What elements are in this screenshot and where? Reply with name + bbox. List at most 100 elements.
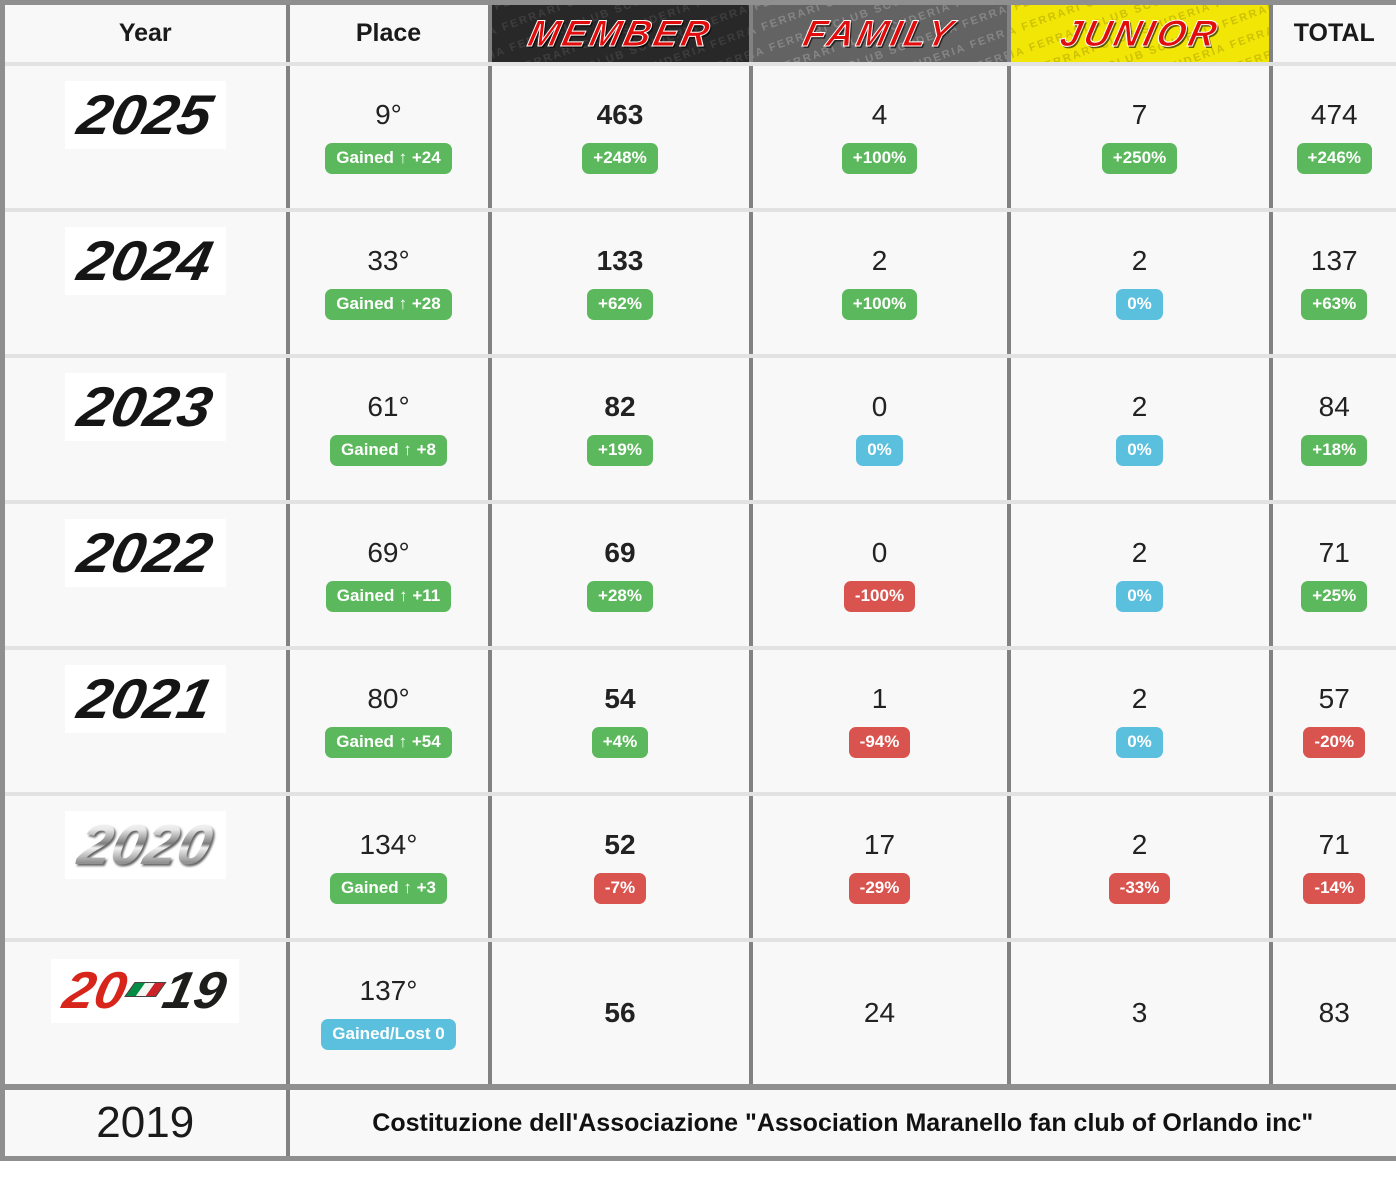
change-badge: 0% bbox=[856, 435, 903, 467]
year-logo-dark-part: 19 bbox=[158, 962, 232, 1020]
family-value: 0 bbox=[871, 390, 888, 422]
col-header-total: TOTAL bbox=[1268, 0, 1396, 66]
place-cell: 61° Gained ↑ +8 bbox=[285, 354, 492, 504]
change-badge: -94% bbox=[848, 727, 911, 759]
family-cell: 2 +100% bbox=[748, 208, 1011, 358]
change-badge: Gained ↑ +28 bbox=[325, 289, 452, 321]
family-header-label: FAMILY bbox=[799, 12, 960, 54]
table-row: 2021 80° Gained ↑ +54 54 +4% 1 -94% 2 0% 57 -20% bbox=[0, 646, 1396, 796]
total-value: 57 bbox=[1318, 682, 1350, 714]
footer-row: 2019 Costituzione dell'Associazione "Ass… bbox=[0, 1084, 1396, 1161]
year-logo: 2021 bbox=[64, 665, 226, 733]
table-row: 2022 69° Gained ↑ +11 69 +28% 0 -100% 2 0% 71 +25% bbox=[0, 500, 1396, 650]
junior-value: 2 bbox=[1131, 244, 1148, 276]
junior-cell: 7 +250% bbox=[1006, 62, 1273, 212]
junior-value: 3 bbox=[1131, 996, 1148, 1028]
junior-cell: 2 0% bbox=[1006, 354, 1273, 504]
change-badge: +28% bbox=[587, 581, 653, 613]
total-value: 71 bbox=[1318, 828, 1350, 860]
change-badge: Gained ↑ +8 bbox=[330, 435, 447, 467]
membership-table: Year Place SCUDERIA FERRARI CLUB SCUDERI… bbox=[0, 0, 1396, 1161]
family-value: 17 bbox=[863, 828, 896, 860]
place-value: 69° bbox=[367, 536, 410, 568]
year-logo: 2020 bbox=[64, 811, 226, 879]
place-value: 33° bbox=[367, 244, 410, 276]
member-value: 56 bbox=[604, 996, 636, 1028]
year-logo-red-part: 20 bbox=[58, 962, 133, 1020]
total-value: 137 bbox=[1310, 244, 1358, 276]
year-logo: 2023 bbox=[64, 373, 226, 441]
year-logo-text: 20 19 bbox=[58, 962, 232, 1020]
table-row: 20 19 137° Gained/Lost 0 56 24 3 83 bbox=[0, 938, 1396, 1089]
year-logo: 2022 bbox=[64, 519, 226, 587]
junior-header-label: JUNIOR bbox=[1055, 12, 1224, 54]
family-cell: 0 -100% bbox=[748, 500, 1011, 650]
total-cell: 474 +246% bbox=[1268, 62, 1396, 212]
table-row: 2023 61° Gained ↑ +8 82 +19% 0 0% 2 0% 84 +18% bbox=[0, 354, 1396, 504]
place-value: 134° bbox=[359, 828, 418, 860]
junior-value: 2 bbox=[1131, 536, 1148, 568]
col-header-member: SCUDERIA FERRARI CLUB SCUDERIA FERRARI C… bbox=[487, 0, 753, 66]
member-value: 133 bbox=[596, 244, 644, 276]
change-badge: +25% bbox=[1301, 581, 1368, 613]
member-cell: 133 +62% bbox=[487, 208, 753, 358]
family-value: 2 bbox=[871, 244, 888, 276]
total-cell: 137 +63% bbox=[1268, 208, 1396, 358]
year-logo-text: 2024 bbox=[72, 229, 219, 292]
footer-year: 2019 bbox=[0, 1084, 290, 1161]
col-header-junior: SCUDERIA FERRARI CLUB SCUDERIA FERRARI C… bbox=[1006, 0, 1273, 66]
italian-flag-icon bbox=[124, 981, 167, 997]
junior-cell: 2 0% bbox=[1006, 646, 1273, 796]
total-value: 84 bbox=[1318, 390, 1350, 422]
change-badge: Gained ↑ +11 bbox=[325, 581, 452, 613]
place-cell: 69° Gained ↑ +11 bbox=[285, 500, 492, 650]
col-header-family: SCUDERIA FERRARI CLUB SCUDERIA FERRARI C… bbox=[748, 0, 1011, 66]
family-cell: 17 -29% bbox=[748, 792, 1011, 942]
place-value: 80° bbox=[367, 682, 410, 714]
total-cell: 71 -14% bbox=[1268, 792, 1396, 942]
col-header-year: Year bbox=[0, 0, 290, 66]
change-badge: -20% bbox=[1303, 727, 1366, 759]
header-row: Year Place SCUDERIA FERRARI CLUB SCUDERI… bbox=[0, 0, 1396, 66]
change-badge: +19% bbox=[587, 435, 653, 467]
change-badge: 0% bbox=[1116, 289, 1163, 321]
place-value: 137° bbox=[359, 974, 418, 1006]
change-badge: 0% bbox=[1116, 727, 1163, 759]
change-badge: Gained ↑ +3 bbox=[330, 873, 447, 905]
change-badge: +100% bbox=[841, 143, 918, 175]
change-badge: +18% bbox=[1301, 435, 1368, 467]
place-cell: 134° Gained ↑ +3 bbox=[285, 792, 492, 942]
family-value: 1 bbox=[871, 682, 888, 714]
change-badge: +248% bbox=[582, 143, 658, 175]
member-value: 82 bbox=[604, 390, 636, 422]
family-cell: 24 bbox=[748, 938, 1011, 1089]
col-header-place: Place bbox=[285, 0, 492, 66]
year-cell: 20 19 bbox=[0, 938, 290, 1089]
member-cell: 56 bbox=[487, 938, 753, 1089]
total-cell: 71 +25% bbox=[1268, 500, 1396, 650]
table-row: 2020 134° Gained ↑ +3 52 -7% 17 -29% 2 -33% 71 -14… bbox=[0, 792, 1396, 942]
change-badge: Gained/Lost 0 bbox=[321, 1019, 456, 1051]
change-badge: -7% bbox=[593, 873, 647, 905]
junior-cell: 3 bbox=[1006, 938, 1273, 1089]
family-value: 4 bbox=[871, 98, 888, 130]
family-cell: 4 +100% bbox=[748, 62, 1011, 212]
change-badge: +246% bbox=[1296, 143, 1372, 175]
year-logo-text: 2020 bbox=[72, 813, 219, 876]
change-badge: Gained ↑ +54 bbox=[325, 727, 452, 759]
change-badge: Gained ↑ +24 bbox=[325, 143, 452, 175]
member-value: 54 bbox=[604, 682, 636, 714]
change-badge: 0% bbox=[1116, 581, 1163, 613]
footer-text: Costituzione dell'Associazione "Associat… bbox=[285, 1084, 1396, 1161]
member-value: 52 bbox=[604, 828, 636, 860]
total-cell: 83 bbox=[1268, 938, 1396, 1089]
change-badge: +4% bbox=[591, 727, 649, 759]
total-value: 71 bbox=[1318, 536, 1350, 568]
place-cell: 33° Gained ↑ +28 bbox=[285, 208, 492, 358]
place-cell: 9° Gained ↑ +24 bbox=[285, 62, 492, 212]
member-cell: 52 -7% bbox=[487, 792, 753, 942]
place-cell: 80° Gained ↑ +54 bbox=[285, 646, 492, 796]
change-badge: +100% bbox=[841, 289, 918, 321]
year-cell: 2020 bbox=[0, 792, 290, 942]
family-cell: 0 0% bbox=[748, 354, 1011, 504]
